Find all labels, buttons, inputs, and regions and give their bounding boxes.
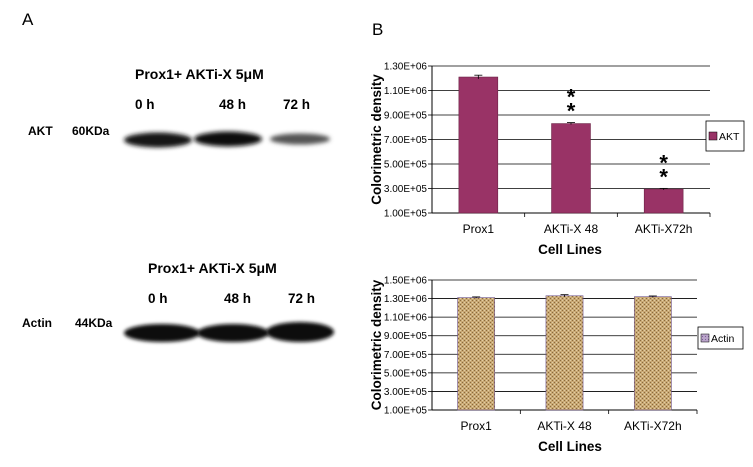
y-tick-label: 9.00E+05 [384,331,428,342]
y-axis-title: Colorimetric density [369,279,384,410]
band-actin-0h [124,324,200,342]
blot-title: Prox1+ AKTi-X 5μM [135,66,264,82]
y-tick-label: 1.10E+06 [384,86,428,97]
significance-asterisk: * [659,164,668,189]
y-tick-label: 1.50E+06 [384,276,428,287]
y-tick-label: 1.30E+06 [384,62,428,73]
bar-3 [643,188,684,214]
x-tick-label: Prox1 [463,222,495,236]
y-tick-label: 5.00E+05 [384,160,428,171]
y-tick-label: 1.30E+06 [384,294,428,305]
x-tick-label: AKTi-X72h [624,419,682,433]
lane-label-48h: 48 h [219,97,247,112]
western-blot-akt: Prox1+ AKTi-X 5μM 0 h 48 h 72 h AKT 60KD… [0,0,360,230]
legend-swatch [708,131,718,141]
significance-asterisk: * [659,150,668,175]
y-tick-label: 3.00E+05 [384,387,428,398]
band-actin-72h [266,322,334,342]
lane-label-48h: 48 h [224,291,252,306]
y-tick-label: 3.00E+05 [384,184,428,195]
protein-name: AKT [28,124,53,138]
panel-label-a: A [22,10,34,29]
y-tick-label: 1.00E+05 [384,209,428,220]
legend-label: AKT [719,131,740,143]
significance-asterisk: * [567,99,576,124]
panel-label-b: B [372,20,384,39]
y-tick-label: 1.00E+05 [384,406,428,417]
band-akt-48h [194,131,262,147]
y-tick-label: 1.10E+06 [384,313,428,324]
x-axis-title: Cell Lines [538,439,602,454]
bar-1 [457,297,496,411]
lane-label-72h: 72 h [283,97,311,112]
legend-swatch [700,333,710,343]
y-tick-label: 9.00E+05 [384,111,428,122]
y-tick-label: 7.00E+05 [384,135,428,146]
y-axis-title: Colorimetric density [369,74,384,205]
legend-box [697,326,744,350]
x-axis-title: Cell Lines [538,242,602,257]
blot-title: Prox1+ AKTi-X 5μM [148,260,277,276]
bar-3 [633,296,672,411]
western-blot-actin: Prox1+ AKTi-X 5μM 0 h 48 h 72 h Actin 44… [0,240,360,467]
y-tick-label: 5.00E+05 [384,368,428,379]
x-tick-label: Prox1 [460,419,492,433]
x-tick-label: AKTi-X 48 [537,419,592,433]
band-akt-72h [270,133,330,145]
y-tick-label: 7.00E+05 [384,350,428,361]
band-actin-48h [197,324,269,342]
legend-label: Actin [711,333,735,345]
band-akt-0h [124,132,192,148]
protein-name: Actin [22,316,52,330]
lane-label-0h: 0 h [148,291,168,306]
blot-band-strip [124,131,330,148]
blot-band-strip [124,322,334,342]
lane-label-0h: 0 h [135,97,155,112]
significance-asterisk: * [567,85,576,110]
bar-2 [545,295,584,411]
bar-1 [458,76,499,214]
x-tick-label: AKTi-X72h [635,222,693,236]
bar-2 [551,123,591,214]
molecular-weight: 60KDa [72,124,110,138]
x-tick-label: AKTi-X 48 [544,222,599,236]
lane-label-72h: 72 h [288,291,316,306]
molecular-weight: 44KDa [75,316,113,330]
